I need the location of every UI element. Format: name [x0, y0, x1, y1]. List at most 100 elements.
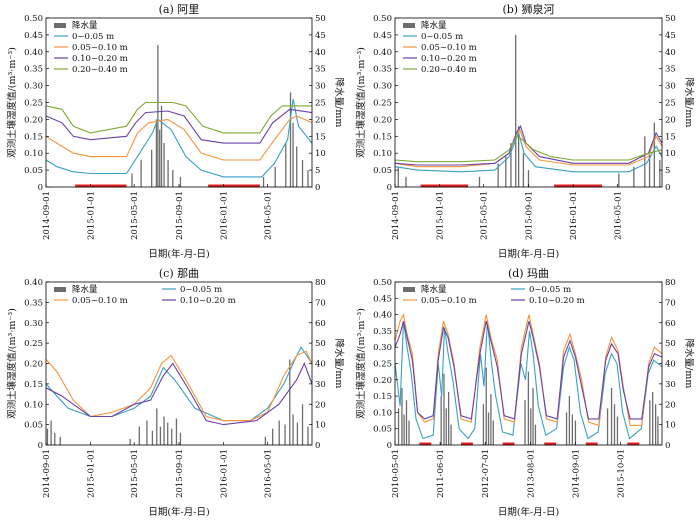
y2-tick-label: 25: [315, 99, 326, 109]
y2-tick-label: 50: [315, 14, 326, 24]
y2-tick-label: 45: [315, 31, 326, 41]
plot-frame: [45, 281, 313, 446]
y2-tick-label: 0: [665, 441, 670, 451]
y-tick-label: 0.05: [24, 421, 43, 431]
y-tick-label: 0.30: [373, 343, 392, 353]
y2-tick-label: 20: [315, 400, 326, 410]
y2-tick-label: 10: [315, 421, 326, 431]
y-tick-label: 0.25: [373, 360, 392, 370]
x-axis-label: 日期(年-月-日): [148, 248, 209, 260]
x-axis-label: 日期(年-月-日): [148, 506, 209, 518]
y2-axis-label: 降水量/mm: [683, 78, 695, 128]
x-tick-label: 2015-09-01: [175, 191, 185, 240]
y-tick-label: 0.35: [373, 65, 392, 75]
x-tick-label: 2016-01-01: [219, 449, 229, 498]
y-axis-label: 观测土壤湿度值/(m³·m⁻³): [355, 308, 367, 419]
legend-label: 0.05~0.10 m: [72, 296, 128, 306]
y-tick-label: 0.50: [24, 14, 43, 24]
legend-label: 0~0.05 m: [529, 285, 571, 295]
chart-panel: (b) 狮泉河 0 0.05 0.10 0.15 0.20 0.25 0.30 0.35 0.40…: [355, 2, 695, 260]
series-line: [45, 98, 313, 178]
legend-label: 0.05~0.10 m: [72, 43, 128, 53]
y-tick-label: 0.45: [373, 294, 392, 304]
y-tick-label: 0.20: [24, 115, 43, 125]
x-tick-label: 2015-01-01: [86, 449, 96, 498]
y-tick-label: 0.40: [373, 48, 392, 58]
x-tick-label: 2010-05-01: [391, 449, 401, 498]
series-line: [394, 131, 663, 173]
y2-tick-label: 0: [315, 441, 320, 451]
x-tick-label: 2014-09-01: [391, 191, 401, 240]
y-tick-label: 0.15: [373, 392, 392, 402]
y2-axis-label: 降水量/mm: [333, 78, 345, 128]
legend-label: 0.05~0.10 m: [421, 296, 477, 306]
x-tick-label: 2012-07-01: [481, 449, 491, 498]
y-tick-label: 0.05: [373, 166, 392, 176]
y2-tick-label: 50: [665, 339, 676, 349]
series-line: [45, 350, 313, 422]
x-tick-label: 2013-08-01: [526, 449, 536, 498]
y2-tick-label: 35: [665, 65, 676, 75]
legend-label: 0.20~0.40 m: [421, 65, 477, 75]
x-tick-label: 2015-05-01: [480, 191, 490, 240]
legend-label: 降水量: [72, 20, 98, 31]
legend-label: 降水量: [421, 284, 447, 295]
y-tick-label: 0: [387, 183, 392, 193]
legend-label: 0.10~0.20 m: [421, 54, 477, 64]
y2-axis-label: 降水量/mm: [683, 339, 695, 389]
y2-tick-label: 60: [665, 319, 676, 329]
series-line: [394, 321, 663, 440]
chart-title: (c) 那曲: [159, 267, 199, 280]
y2-tick-label: 80: [315, 278, 326, 288]
y2-tick-label: 45: [665, 31, 676, 41]
y2-tick-label: 30: [665, 82, 676, 92]
y2-tick-label: 30: [315, 82, 326, 92]
x-tick-label: 2015-09-01: [175, 449, 185, 498]
y2-tick-label: 25: [665, 99, 676, 109]
x-tick-label: 2015-09-01: [525, 191, 535, 240]
y2-tick-label: 30: [665, 380, 676, 390]
x-tick-label: 2016-01-01: [219, 191, 229, 240]
y2-tick-label: 0: [315, 183, 320, 193]
series-line: [45, 362, 313, 426]
legend-swatch: [403, 23, 415, 28]
y-tick-label: 0.40: [373, 311, 392, 321]
y2-tick-label: 10: [665, 421, 676, 431]
legend-label: 0~0.05 m: [180, 285, 222, 295]
y-tick-label: 0.15: [373, 132, 392, 142]
y2-tick-label: 5: [665, 166, 670, 176]
y2-tick-label: 20: [665, 115, 676, 125]
y-tick-label: 0.10: [373, 408, 392, 418]
legend-swatch: [54, 287, 66, 292]
y-tick-label: 0.30: [373, 82, 392, 92]
x-tick-label: 2015-05-01: [130, 191, 140, 240]
legend-label: 0~0.05 m: [421, 32, 463, 42]
y-tick-label: 0.30: [24, 82, 43, 92]
legend-label: 降水量: [72, 284, 98, 295]
x-tick-label: 2016-01-01: [569, 191, 579, 240]
x-axis-label: 日期(年-月-日): [498, 506, 559, 518]
chart-panel: (c) 那曲 0 0.05 0.10 0.15 0.20 0.25 0.30 0.35 0.40 0…: [6, 267, 345, 518]
legend-label: 0~0.05 m: [72, 32, 114, 42]
chart-title: (d) 玛曲: [508, 267, 549, 280]
legend-label: 0.05~0.10 m: [421, 43, 477, 53]
x-tick-label: 2015-01-01: [86, 191, 96, 240]
y-tick-label: 0.50: [373, 14, 392, 24]
x-axis-label: 日期(年-月-日): [498, 248, 559, 260]
y2-tick-label: 30: [315, 380, 326, 390]
y-tick-label: 0.25: [24, 99, 43, 109]
y-tick-label: 0: [38, 183, 43, 193]
legend-label: 0.10~0.20 m: [180, 296, 236, 306]
y-tick-label: 0: [38, 441, 43, 451]
y2-tick-label: 15: [315, 132, 326, 142]
y2-tick-label: 50: [665, 14, 676, 24]
x-tick-label: 2015-10-01: [616, 449, 626, 498]
y2-tick-label: 10: [315, 149, 326, 159]
y-tick-label: 0.20: [373, 376, 392, 386]
y-tick-label: 0.35: [373, 327, 392, 337]
x-tick-label: 2014-09-01: [42, 449, 52, 498]
x-tick-label: 2011-06-01: [436, 449, 446, 498]
